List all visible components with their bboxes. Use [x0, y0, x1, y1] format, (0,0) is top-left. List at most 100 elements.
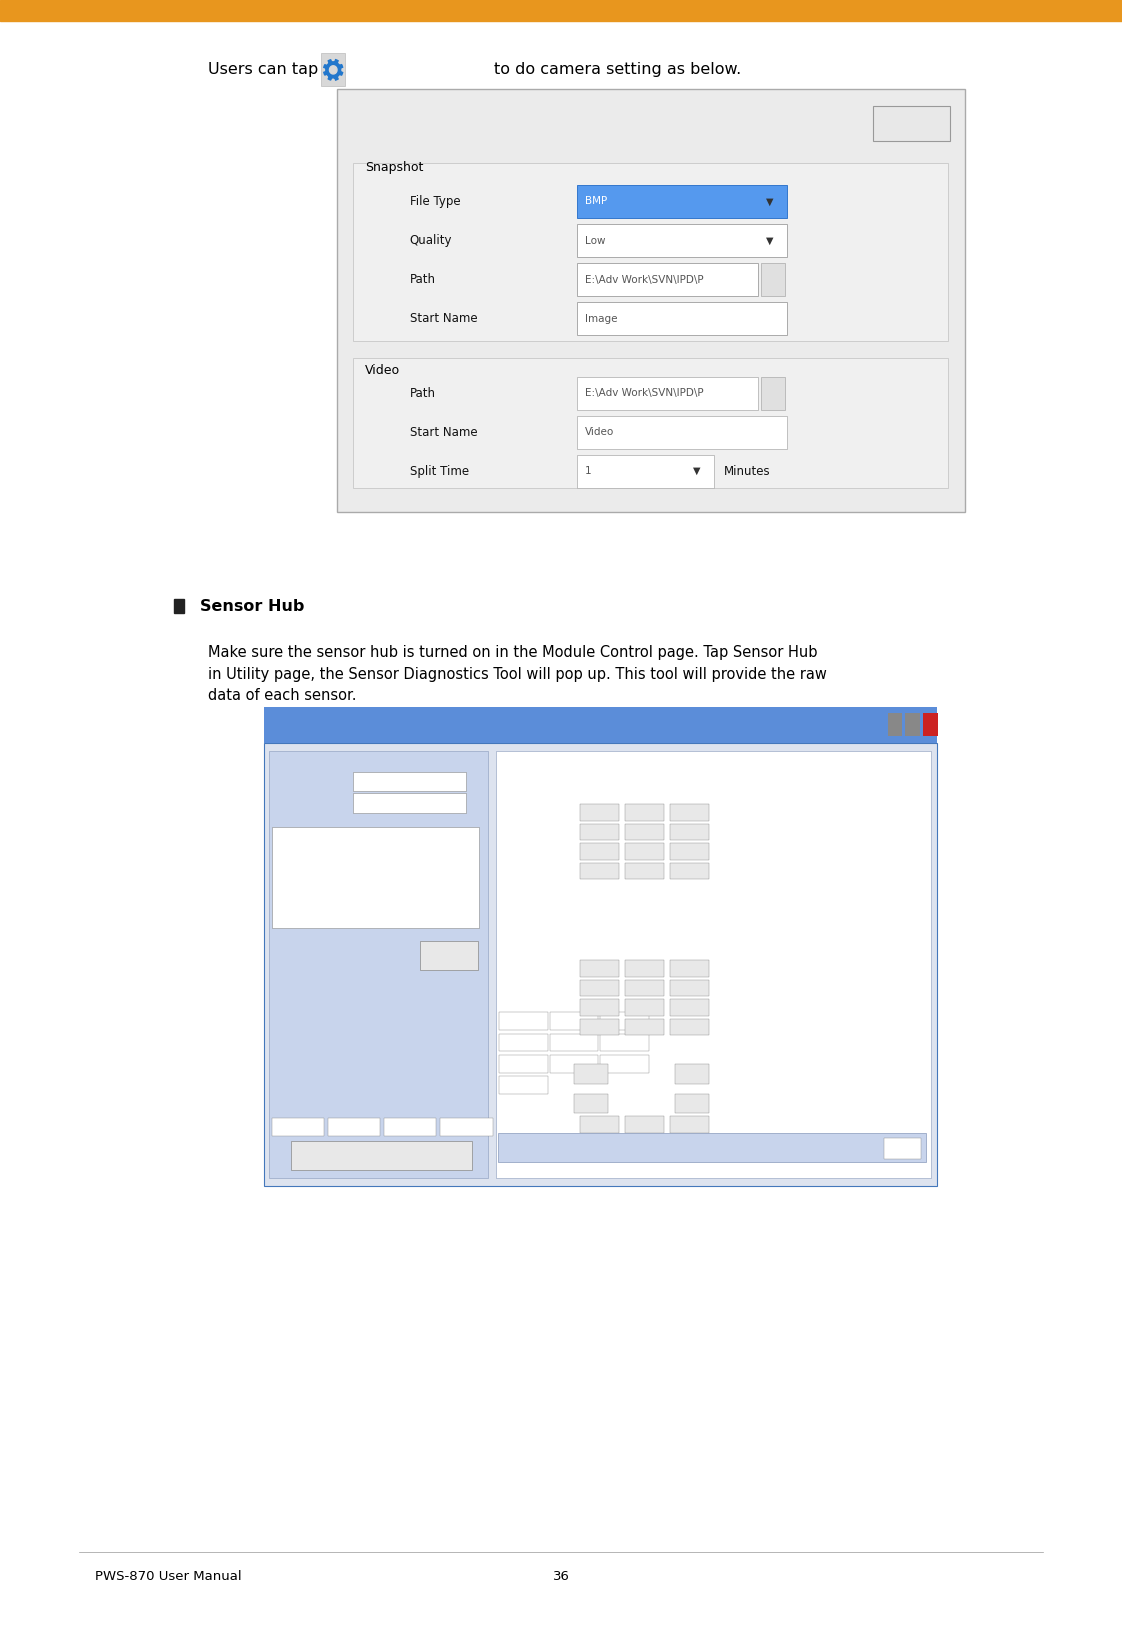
FancyBboxPatch shape — [574, 1064, 608, 1084]
FancyBboxPatch shape — [577, 377, 758, 410]
Text: [mg]: [mg] — [361, 1011, 379, 1020]
FancyBboxPatch shape — [625, 804, 664, 821]
Text: Limits      [mg]: Limits [mg] — [502, 861, 558, 871]
Text: Results: Results — [502, 881, 530, 891]
FancyBboxPatch shape — [580, 1116, 619, 1133]
FancyBboxPatch shape — [499, 1034, 548, 1051]
Text: HID Sensor Collection: Inclinometer: HID Sensor Collection: Inclinometer — [274, 895, 386, 900]
FancyBboxPatch shape — [574, 1094, 608, 1113]
Text: Sensors: Sensors — [277, 830, 311, 840]
Text: Number of Sensors: Number of Sensors — [277, 788, 358, 798]
Text: -: - — [643, 826, 646, 835]
Text: Z: Z — [614, 1014, 620, 1024]
Text: 7: 7 — [407, 798, 412, 808]
Text: X: X — [597, 939, 604, 949]
Text: -: - — [688, 826, 691, 835]
FancyBboxPatch shape — [580, 960, 619, 977]
Text: 0.5600: 0.5600 — [563, 1040, 585, 1045]
FancyBboxPatch shape — [670, 999, 709, 1016]
Text: -: - — [901, 1142, 904, 1152]
Text: -: - — [590, 1068, 592, 1077]
Text: -: - — [688, 845, 691, 855]
Text: -: - — [688, 1120, 691, 1129]
Text: 0.0400: 0.0400 — [614, 1040, 635, 1045]
Text: 00:0000: 00:0000 — [314, 944, 384, 960]
FancyBboxPatch shape — [600, 1012, 649, 1030]
Text: Image: Image — [585, 314, 617, 323]
Text: -: - — [643, 864, 646, 874]
FancyBboxPatch shape — [625, 960, 664, 977]
Text: Self-Test: Self-Test — [614, 1097, 645, 1107]
Text: ⟳: ⟳ — [275, 720, 283, 730]
Text: 1.1900: 1.1900 — [513, 1040, 534, 1045]
Text: X: X — [284, 1115, 288, 1124]
Text: -: - — [691, 1068, 693, 1077]
Text: -: - — [598, 1020, 601, 1030]
FancyBboxPatch shape — [761, 263, 785, 296]
FancyBboxPatch shape — [761, 377, 785, 410]
FancyBboxPatch shape — [670, 843, 709, 860]
Text: -: - — [688, 1001, 691, 1011]
Text: Y: Y — [564, 1014, 569, 1024]
FancyBboxPatch shape — [499, 1055, 548, 1072]
Text: Accelerometer: LSM303D: Accelerometer: LSM303D — [502, 764, 629, 774]
FancyBboxPatch shape — [675, 1064, 709, 1084]
FancyBboxPatch shape — [670, 804, 709, 821]
FancyBboxPatch shape — [577, 185, 787, 218]
Text: ▼: ▼ — [693, 466, 700, 476]
Text: 138.2400: 138.2400 — [508, 1061, 539, 1066]
Text: Snapshot: Snapshot — [365, 161, 423, 174]
FancyBboxPatch shape — [580, 824, 619, 840]
FancyBboxPatch shape — [550, 1055, 598, 1072]
Text: -: - — [643, 1020, 646, 1030]
Text: Z: Z — [396, 1115, 401, 1124]
FancyBboxPatch shape — [873, 106, 950, 141]
Text: 1: 1 — [585, 466, 591, 476]
Text: HID Sensor Collection: Acceleromete: HID Sensor Collection: Acceleromete — [274, 852, 389, 856]
Text: Z: Z — [687, 783, 693, 793]
Text: -: - — [643, 845, 646, 855]
FancyBboxPatch shape — [353, 162, 948, 341]
Text: [degrees]: [degrees] — [361, 1074, 398, 1084]
FancyBboxPatch shape — [420, 941, 478, 970]
FancyBboxPatch shape — [580, 980, 619, 996]
Text: -: - — [688, 1020, 691, 1030]
Text: -: - — [598, 826, 601, 835]
FancyBboxPatch shape — [888, 713, 902, 736]
Text: Limits      [dps]: Limits [dps] — [502, 1017, 559, 1027]
FancyBboxPatch shape — [264, 743, 937, 1186]
Text: Difference  [dps]: Difference [dps] — [502, 998, 565, 1008]
FancyBboxPatch shape — [577, 263, 758, 296]
Text: -: - — [598, 982, 601, 991]
FancyBboxPatch shape — [670, 960, 709, 977]
FancyBboxPatch shape — [272, 1118, 324, 1136]
FancyBboxPatch shape — [670, 980, 709, 996]
Text: to do camera setting as below.: to do camera setting as below. — [494, 62, 741, 78]
Text: 245.1200: 245.1200 — [559, 1061, 589, 1066]
Text: Z: Z — [687, 939, 693, 949]
Text: Video: Video — [365, 364, 399, 377]
Text: -: - — [643, 962, 646, 972]
Text: -: - — [598, 806, 601, 816]
FancyBboxPatch shape — [498, 1133, 926, 1162]
Text: Close: Close — [895, 117, 928, 130]
FancyBboxPatch shape — [670, 863, 709, 879]
Text: Results: Results — [502, 1115, 530, 1124]
FancyBboxPatch shape — [923, 713, 938, 736]
FancyBboxPatch shape — [580, 1019, 619, 1035]
Text: Low: Low — [585, 236, 605, 245]
FancyBboxPatch shape — [499, 1012, 548, 1030]
Text: -72.0000: -72.0000 — [560, 1019, 588, 1024]
Text: Y: Y — [643, 1095, 647, 1105]
FancyBboxPatch shape — [625, 843, 664, 860]
FancyBboxPatch shape — [670, 824, 709, 840]
Text: HID Sensor Collection: Compass: HID Sensor Collection: Compass — [274, 881, 375, 886]
FancyBboxPatch shape — [625, 1116, 664, 1133]
FancyBboxPatch shape — [550, 1012, 598, 1030]
FancyBboxPatch shape — [600, 1055, 649, 1072]
Text: -: - — [598, 864, 601, 874]
FancyBboxPatch shape — [577, 455, 714, 488]
FancyBboxPatch shape — [496, 751, 931, 1178]
FancyBboxPatch shape — [291, 1141, 472, 1170]
Text: X: X — [597, 783, 604, 793]
